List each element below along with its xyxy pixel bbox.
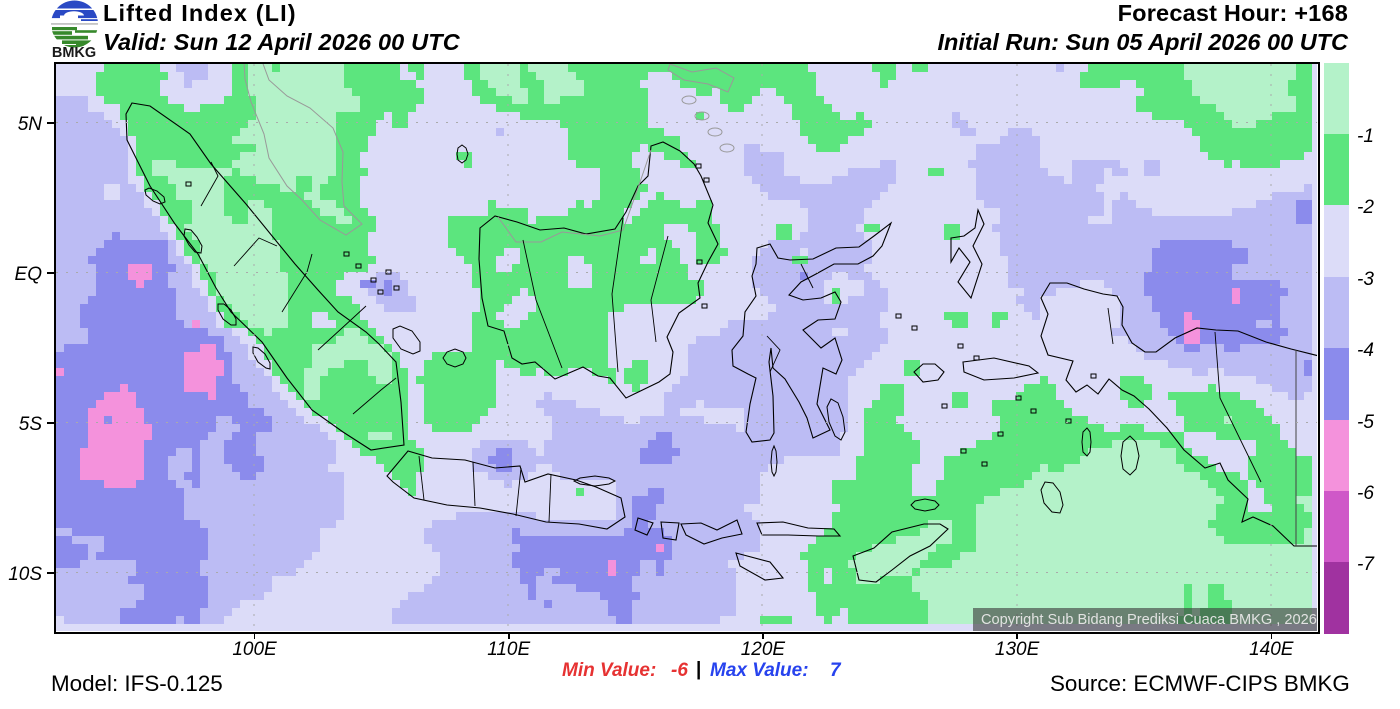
svg-text:Copyright Sub Bidang Prediksi: Copyright Sub Bidang Prediksi Cuaca BMKG…	[981, 612, 1317, 628]
